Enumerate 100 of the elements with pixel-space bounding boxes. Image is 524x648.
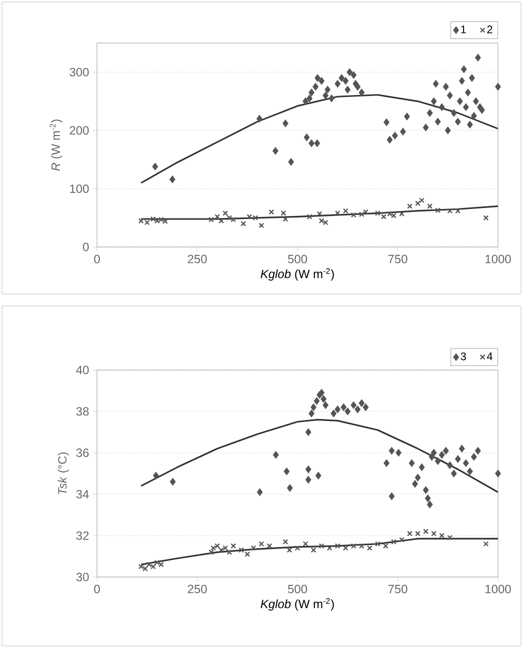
point xyxy=(439,532,445,538)
point xyxy=(326,545,332,551)
point xyxy=(250,545,256,551)
point xyxy=(424,494,431,502)
point xyxy=(170,176,176,183)
point xyxy=(342,208,348,214)
point xyxy=(447,208,453,214)
point xyxy=(226,549,232,555)
point xyxy=(342,77,348,84)
x-tick-label: 1000 xyxy=(486,254,511,264)
point xyxy=(451,470,457,478)
point xyxy=(282,216,288,222)
point xyxy=(415,530,421,536)
point xyxy=(256,488,263,496)
point xyxy=(447,534,453,540)
point xyxy=(344,408,350,415)
x-tick-label: 0 xyxy=(94,254,100,264)
point xyxy=(358,88,365,96)
point xyxy=(150,564,156,570)
point xyxy=(312,83,318,90)
legend-label: 3 xyxy=(460,352,466,360)
point xyxy=(443,83,449,90)
point xyxy=(138,564,144,570)
point xyxy=(318,389,324,396)
y-axis-title: Tsk (°C) xyxy=(58,452,69,494)
line-series xyxy=(140,538,498,566)
point xyxy=(422,486,429,494)
point xyxy=(310,547,316,553)
point xyxy=(430,98,437,105)
point xyxy=(342,545,348,551)
point xyxy=(459,445,465,452)
point xyxy=(334,210,340,216)
y-tick-label: 300 xyxy=(70,68,89,76)
point xyxy=(338,74,344,82)
legend-label: 4 xyxy=(486,352,492,360)
x-tick-label: 750 xyxy=(388,584,408,594)
point xyxy=(473,98,479,105)
point xyxy=(391,539,396,545)
point xyxy=(238,547,244,553)
point xyxy=(380,214,386,220)
point xyxy=(431,530,437,536)
point xyxy=(483,541,489,547)
y-tick-label: 32 xyxy=(76,531,89,540)
point xyxy=(418,464,425,471)
point xyxy=(435,208,441,213)
point xyxy=(479,106,485,114)
legend-label: 1 xyxy=(461,26,466,34)
point xyxy=(392,132,398,140)
point xyxy=(407,530,412,536)
x-tick-label: 1000 xyxy=(486,584,511,594)
point xyxy=(158,216,164,222)
x-axis-title: Kglob (W m$^{-2}$) xyxy=(260,268,334,281)
point xyxy=(447,462,453,469)
point xyxy=(214,214,220,220)
point xyxy=(214,543,220,549)
point xyxy=(244,552,250,557)
point xyxy=(318,543,324,549)
point xyxy=(483,215,489,221)
point xyxy=(218,547,224,553)
x-axis-title: Kglob (W m$^{-2}$) xyxy=(260,598,334,611)
point xyxy=(495,83,501,90)
point xyxy=(316,472,322,480)
point xyxy=(324,86,330,94)
point xyxy=(306,94,312,102)
point xyxy=(455,455,461,463)
point xyxy=(154,218,160,224)
point xyxy=(426,500,433,508)
x-tick-label: 500 xyxy=(288,584,308,594)
point xyxy=(362,209,368,215)
point xyxy=(222,545,228,551)
point xyxy=(475,54,481,62)
line-series xyxy=(140,94,498,184)
point xyxy=(282,120,288,128)
x-tick-label: 0 xyxy=(94,584,100,594)
point xyxy=(340,404,346,411)
point xyxy=(352,80,358,88)
point xyxy=(280,210,286,216)
point xyxy=(302,98,308,105)
legend-label: 2 xyxy=(487,26,492,34)
point xyxy=(308,88,314,96)
y-tick-label: 100 xyxy=(70,184,89,193)
point xyxy=(469,74,475,82)
point xyxy=(152,162,158,170)
point xyxy=(366,545,372,551)
point xyxy=(344,86,350,94)
point xyxy=(465,88,471,96)
point xyxy=(322,92,328,100)
point xyxy=(451,109,457,117)
y-tick-label: 40 xyxy=(76,366,89,374)
point xyxy=(350,71,356,79)
point xyxy=(240,220,246,226)
point xyxy=(358,400,365,407)
point xyxy=(306,214,312,220)
point xyxy=(384,460,390,467)
point xyxy=(384,118,390,126)
line-series xyxy=(140,205,498,220)
point xyxy=(412,480,418,488)
point xyxy=(407,203,412,209)
point xyxy=(439,104,445,111)
point xyxy=(432,80,439,88)
